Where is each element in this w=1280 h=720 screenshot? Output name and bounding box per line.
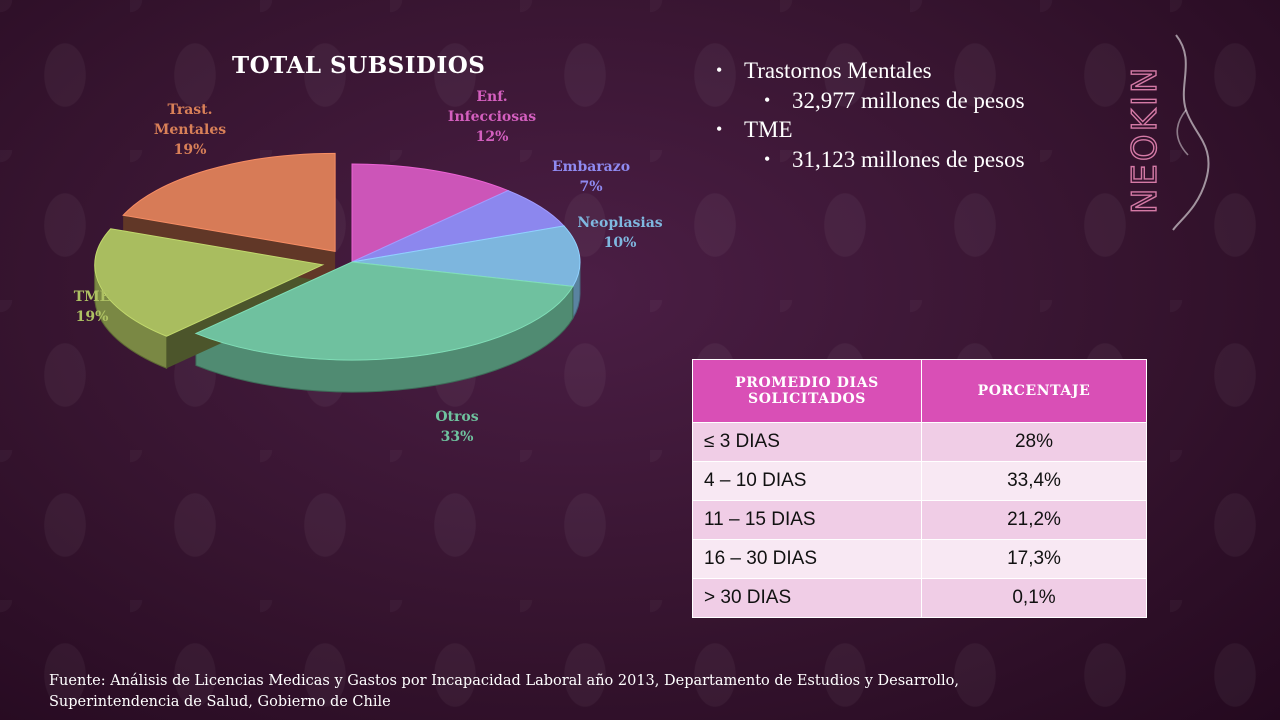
pie-label-line: Embarazo — [552, 159, 630, 175]
pie-label-line: Infecciosas — [448, 109, 536, 125]
table-row: 16 – 30 DIAS 17,3% — [692, 539, 1147, 579]
pie-slice-label: TME 19% — [74, 289, 111, 325]
source-note: Fuente: Análisis de Licencias Medicas y … — [49, 671, 1189, 713]
table-cell-value: 17,3% — [921, 539, 1147, 579]
table-cell-value: 0,1% — [921, 578, 1147, 618]
pie-slice — [122, 152, 336, 252]
bullet-text: Trastornos Mentales — [744, 58, 932, 83]
pie-label-line: Mentales — [154, 122, 226, 138]
pie-label-line: 12% — [476, 129, 509, 145]
bullet-text: TME — [744, 117, 793, 142]
pie-slice-label: Neoplasias 10% — [577, 215, 662, 251]
bullet-subtext: 32,977 millones de pesos — [792, 87, 1025, 113]
neokin-logo: NEOKIN — [1124, 34, 1210, 231]
pie-slice-label: Enf. Infecciosas 12% — [448, 89, 536, 145]
table-cell-label: 16 – 30 DIAS — [692, 539, 922, 579]
table-cell-label: ≤ 3 DIAS — [692, 422, 922, 462]
source-line: Fuente: Análisis de Licencias Medicas y … — [49, 673, 960, 689]
bullet-item: • TME — [716, 115, 1025, 145]
pie-label-line: Neoplasias — [577, 215, 662, 231]
pie-label-line: Enf. — [476, 89, 507, 105]
pie-slice — [194, 261, 574, 361]
logo-curve — [1172, 34, 1210, 231]
pie-label-line: 19% — [174, 142, 207, 158]
bullet-list: • Trastornos Mentales • 32,977 millones … — [716, 56, 1025, 174]
pie-slice — [351, 225, 581, 287]
bullet-dot-icon: • — [716, 60, 723, 80]
source-line: Superintendencia de Salud, Gobierno de C… — [49, 694, 391, 710]
table-cell-label: > 30 DIAS — [692, 578, 922, 618]
table-cell-value: 28% — [921, 422, 1147, 462]
table-row: > 30 DIAS 0,1% — [692, 578, 1147, 618]
chart-title: TOTAL SUBSIDIOS — [232, 52, 486, 79]
bullet-dot-icon: • — [716, 119, 723, 139]
pie-labels-group: Enf. Infecciosas 12% Embarazo 7% Neoplasias 10… — [74, 89, 663, 445]
pie-slice — [351, 163, 510, 263]
pie-label-line: TME — [74, 289, 111, 305]
table-row: 11 – 15 DIAS 21,2% — [692, 500, 1147, 540]
table-cell-value: 21,2% — [921, 500, 1147, 540]
bullet-subitem: • 31,123 millones de pesos — [716, 145, 1025, 175]
pie-label-line: 7% — [579, 179, 602, 195]
pie-slice — [94, 228, 325, 337]
logo-wordmark: NEOKIN — [1125, 65, 1165, 214]
table-row: ≤ 3 DIAS 28% — [692, 422, 1147, 462]
pie-label-line: Otros — [435, 409, 478, 425]
table-row: 4 – 10 DIAS 33,4% — [692, 461, 1147, 501]
pie-label-line: 10% — [604, 235, 637, 251]
logo-curve — [1176, 109, 1189, 156]
table-cell-label: 11 – 15 DIAS — [692, 500, 922, 540]
table-cell-value: 33,4% — [921, 461, 1147, 501]
table-header-cell: PROMEDIO DIAS SOLICITADOS — [692, 359, 922, 423]
dias-table: PROMEDIO DIAS SOLICITADOS PORCENTAJE ≤ 3… — [692, 359, 1147, 618]
pie-label-line: 19% — [76, 309, 109, 325]
table-header-cell: PORCENTAJE — [921, 359, 1147, 423]
bullet-dot-icon: • — [764, 89, 771, 110]
pie-label-line: Trast. — [167, 102, 212, 118]
pie-label-line: 33% — [441, 429, 474, 445]
table-cell-label: 4 – 10 DIAS — [692, 461, 922, 501]
bullet-subtext: 31,123 millones de pesos — [792, 146, 1025, 172]
bullet-dot-icon: • — [764, 148, 771, 169]
pie-tops-group — [94, 152, 581, 361]
bullet-subitem: • 32,977 millones de pesos — [716, 86, 1025, 116]
bullet-item: • Trastornos Mentales — [716, 56, 1025, 86]
pie-slice-label: Embarazo 7% — [552, 159, 630, 195]
table-header-row: PROMEDIO DIAS SOLICITADOS PORCENTAJE — [692, 359, 1147, 423]
pie-slice-label: Otros 33% — [435, 409, 478, 445]
pie-slice-label: Trast. Mentales 19% — [154, 102, 226, 158]
